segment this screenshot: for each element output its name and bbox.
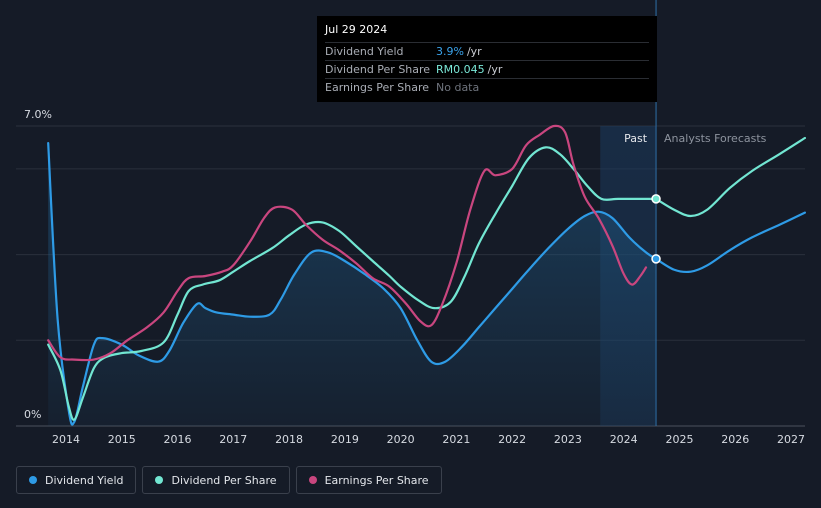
tooltip-unit: /yr (487, 63, 503, 76)
legend-label: Earnings Per Share (324, 473, 429, 487)
y-axis: 0% 7.0% (24, 108, 52, 421)
grid-lines (16, 125, 805, 427)
legend-label: Dividend Per Share (171, 473, 277, 487)
tooltip-value: 3.9% (436, 45, 464, 58)
x-tick-label: 2026 (721, 433, 749, 446)
legend-dot-icon (308, 476, 317, 484)
tooltip-date: Jul 29 2024 (325, 23, 388, 36)
analysts-forecasts-label: Analysts Forecasts (664, 132, 767, 145)
series-layer (47, 124, 806, 426)
legend: Dividend Yield Dividend Per Share Earnin… (16, 466, 442, 494)
legend-dividend-yield[interactable]: Dividend Yield (16, 466, 137, 494)
x-tick-label: 2021 (442, 433, 470, 446)
x-tick-label: 2024 (610, 433, 638, 446)
x-tick-label: 2022 (498, 433, 526, 446)
legend-dot-icon (29, 476, 37, 484)
markers (651, 194, 661, 264)
earnings_per_share-line (47, 124, 648, 362)
x-tick-label: 2018 (275, 433, 303, 446)
tooltip-key: Dividend Per Share (325, 63, 431, 76)
dividend_yield-marker[interactable] (651, 254, 661, 264)
x-tick-label: 2016 (164, 433, 192, 446)
x-tick-label: 2019 (331, 433, 359, 446)
x-tick-label: 2023 (554, 433, 582, 446)
tooltip-row-dividend-per-share: Dividend Per Share RM0.045 /yr (325, 60, 649, 78)
tooltip-value: No data (436, 81, 480, 94)
x-tick-label: 2020 (387, 433, 415, 446)
tooltip: Jul 29 2024 Dividend Yield 3.9% /yr Divi… (317, 16, 657, 102)
dividend_yield-area (48, 143, 656, 426)
tooltip-unit: /yr (466, 45, 482, 58)
y-tick-label: 0% (24, 408, 41, 421)
x-tick-label: 2017 (219, 433, 247, 446)
dividend_per_share-forecast-line (654, 136, 806, 218)
x-tick-label: 2014 (52, 433, 80, 446)
x-tick-label: 2027 (777, 433, 805, 446)
x-tick-label: 2015 (108, 433, 136, 446)
tooltip-key: Dividend Yield (325, 45, 404, 58)
tooltip-row-dividend-yield: Dividend Yield 3.9% /yr (325, 42, 649, 60)
tooltip-key: Earnings Per Share (325, 81, 430, 94)
tooltip-value: RM0.045 (436, 63, 485, 76)
tooltip-row-earnings-per-share: Earnings Per Share No data (325, 78, 649, 96)
legend-dividend-per-share[interactable]: Dividend Per Share (142, 466, 290, 494)
past-label: Past (624, 132, 648, 145)
dividend_yield-line (47, 142, 658, 426)
dividend_yield-forecast-line (654, 211, 806, 274)
y-tick-label: 7.0% (24, 108, 52, 121)
x-axis: 2014 2015 2016 2017 2018 2019 2020 2021 2022 2023… (52, 433, 805, 446)
x-tick-label: 2025 (665, 433, 693, 446)
legend-label: Dividend Yield (45, 473, 124, 487)
dividend_per_share-marker[interactable] (651, 194, 661, 204)
legend-dot-icon (155, 476, 164, 484)
dividend_per_share-line (47, 146, 658, 421)
legend-earnings-per-share[interactable]: Earnings Per Share (295, 466, 442, 494)
